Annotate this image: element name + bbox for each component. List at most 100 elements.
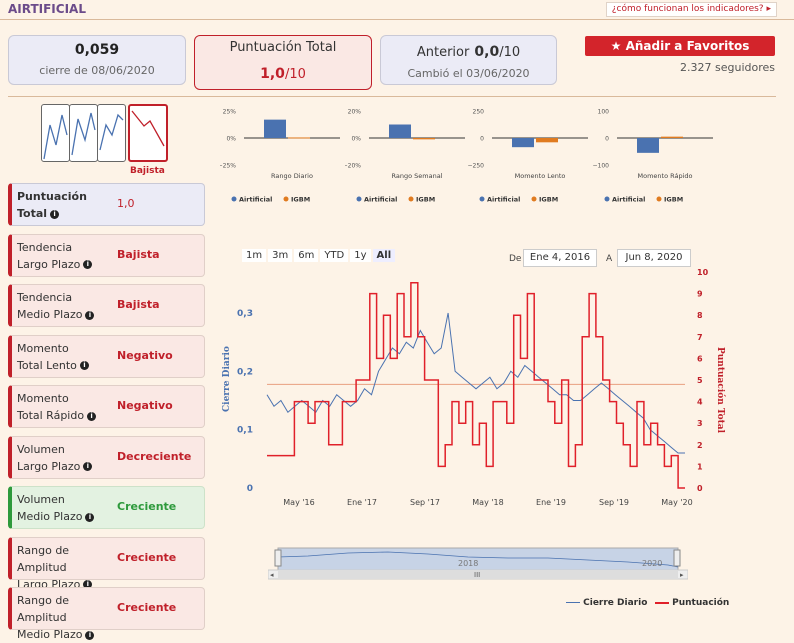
mini-bar-chart: 20% 0% −20% Rango Semanal Airtificial IGBM <box>345 109 465 204</box>
range-button-ytd[interactable]: YTD <box>320 249 349 262</box>
indicator-label: Tendencia Largo Plazo i <box>17 239 122 273</box>
info-icon[interactable]: i <box>85 310 95 320</box>
info-icon[interactable]: i <box>85 630 95 640</box>
y-tick-label: −250 <box>468 163 484 170</box>
navigator-label-2020: 2020 <box>642 559 662 568</box>
info-icon[interactable]: i <box>83 462 93 471</box>
y-tick-label: 0 <box>480 136 484 143</box>
info-icon[interactable]: i <box>87 411 97 421</box>
y-left-tick-label: 0,1 <box>237 426 253 436</box>
y-right-tick-label: 4 <box>697 398 703 407</box>
indicator-value: Creciente <box>117 550 177 564</box>
main-chart[interactable]: 0 0,1 0,2 0,3 0 1 2 3 4 5 6 7 8 9 10 Cierre Diario Puntu… <box>215 262 735 517</box>
bar-igbm <box>413 138 435 140</box>
indicator-value: Negativo <box>117 399 173 412</box>
y-right-tick-label: 2 <box>697 441 703 450</box>
y-right-tick-label: 0 <box>697 484 703 493</box>
indicator-card[interactable]: Rango de Amplitud Largo Plazo i Creciente <box>8 536 205 591</box>
legend-marker <box>604 196 610 202</box>
indicator-card[interactable]: Volumen Largo Plazo i Decreciente <box>8 435 205 479</box>
svg-text:▸: ▸ <box>680 571 684 579</box>
price-date: cierre de 08/06/2020 <box>39 64 155 77</box>
mini-bar-chart: 100 0 −100 Momento Rápido Airtificial IGBM <box>593 109 713 204</box>
y-right-tick-label: 6 <box>697 354 703 363</box>
chart-navigator[interactable]: ◂ ▸ III 2018 2020 <box>268 545 688 580</box>
indicator-card[interactable]: Momento Total Rápido i Negativo <box>8 385 205 428</box>
indicator-label: Volumen Medio Plazo i <box>17 491 122 525</box>
score-title: Puntuación Total <box>229 40 337 55</box>
indicator-label-line1: Volumen <box>17 442 65 456</box>
legend-label: Airtificial <box>239 196 272 204</box>
range-button-3m[interactable]: 3m <box>268 249 293 262</box>
y-right-tick-label: 7 <box>697 333 703 342</box>
bar-igbm <box>661 136 683 138</box>
x-tick-label: Ene '19 <box>536 498 566 507</box>
y-tick-label: 0% <box>226 136 236 143</box>
svg-text:III: III <box>474 571 480 579</box>
indicator-value: Decreciente <box>117 449 192 463</box>
indicator-card[interactable]: Rango de Amplitud Medio Plazo i Creciente <box>8 587 205 641</box>
indicator-card[interactable]: Puntuación Total i 1,0 <box>8 183 205 226</box>
legend-marker <box>283 196 289 202</box>
legend-score[interactable]: Puntuación <box>655 598 729 608</box>
add-favorites-button[interactable]: ★ Añadir a Favoritos <box>585 36 775 56</box>
date-from-input[interactable]: Ene 4, 2016 <box>523 249 597 267</box>
y-left-axis-title: Cierre Diario <box>222 346 232 412</box>
trend-label: Bajista <box>130 166 165 176</box>
y-right-tick-label: 9 <box>697 290 703 299</box>
help-link[interactable]: ¿cómo funcionan los indicadores? ▸ <box>605 2 777 17</box>
info-icon[interactable]: i <box>83 580 93 589</box>
mini-chart-title: Rango Semanal <box>392 172 443 180</box>
info-icon[interactable]: i <box>83 260 93 269</box>
info-icon[interactable]: i <box>85 512 95 522</box>
trend-chart-icon <box>97 104 126 162</box>
bar-airtificial <box>264 119 286 138</box>
indicator-label-line1: Volumen <box>17 493 65 506</box>
bar-igbm <box>536 138 558 143</box>
top-bar: AIRTIFICIAL ¿cómo funcionan los indicado… <box>0 0 794 20</box>
indicator-card[interactable]: Volumen Medio Plazo i Creciente <box>8 486 205 529</box>
chevron-right-icon: ▸ <box>766 4 771 14</box>
legend-marker <box>656 196 662 202</box>
help-link-label: ¿cómo funcionan los indicadores? <box>611 4 764 14</box>
range-button-1m[interactable]: 1m <box>242 249 267 262</box>
y-tick-label: 0% <box>351 136 361 143</box>
info-icon[interactable]: i <box>79 361 89 370</box>
range-button-all[interactable]: All <box>372 249 396 262</box>
mini-chart-title: Momento Rápido <box>637 172 692 180</box>
indicator-label: Volumen Largo Plazo i <box>17 441 122 475</box>
y-right-tick-label: 3 <box>697 419 703 428</box>
bar-airtificial <box>637 138 659 153</box>
mini-chart-title: Rango Diario <box>271 172 313 180</box>
y-right-tick-label: 1 <box>697 462 703 471</box>
followers-count: 2.327 seguidores <box>680 61 775 74</box>
y-tick-label: 25% <box>223 109 237 116</box>
x-tick-label: Sep '19 <box>599 498 629 507</box>
y-right-axis-title: Puntuación Total <box>715 347 726 434</box>
indicator-value: Bajista <box>117 298 160 311</box>
y-right-tick-label: 5 <box>697 376 703 385</box>
y-tick-label: −20% <box>345 163 361 170</box>
y-right-tick-label: 10 <box>697 268 709 277</box>
range-button-1y[interactable]: 1y <box>350 249 371 262</box>
legend-price[interactable]: Cierre Diario <box>566 598 647 608</box>
score-value: 1,0 <box>260 66 285 82</box>
info-icon[interactable]: i <box>50 209 60 219</box>
legend-label: IGBM <box>539 196 558 204</box>
legend-marker <box>231 196 237 202</box>
indicator-label-line2: Largo Plazo <box>17 257 81 271</box>
indicator-value: Creciente <box>117 500 177 513</box>
indicator-card[interactable]: Tendencia Medio Plazo i Bajista <box>8 284 205 327</box>
y-tick-label: 20% <box>348 109 362 116</box>
legend-marker <box>531 196 537 202</box>
star-icon: ★ <box>610 39 622 53</box>
price-value: 0,059 <box>74 42 120 58</box>
indicator-label: Momento Total Lento i <box>17 340 122 374</box>
indicator-value: Negativo <box>117 348 173 362</box>
indicator-card[interactable]: Tendencia Largo Plazo i Bajista <box>8 233 205 277</box>
series-line-score <box>267 282 685 489</box>
range-button-6m[interactable]: 6m <box>294 249 319 262</box>
date-to-input[interactable]: Jun 8, 2020 <box>617 249 691 267</box>
indicator-card[interactable]: Momento Total Lento i Negativo <box>8 334 205 378</box>
date-from-label: De <box>509 254 522 264</box>
